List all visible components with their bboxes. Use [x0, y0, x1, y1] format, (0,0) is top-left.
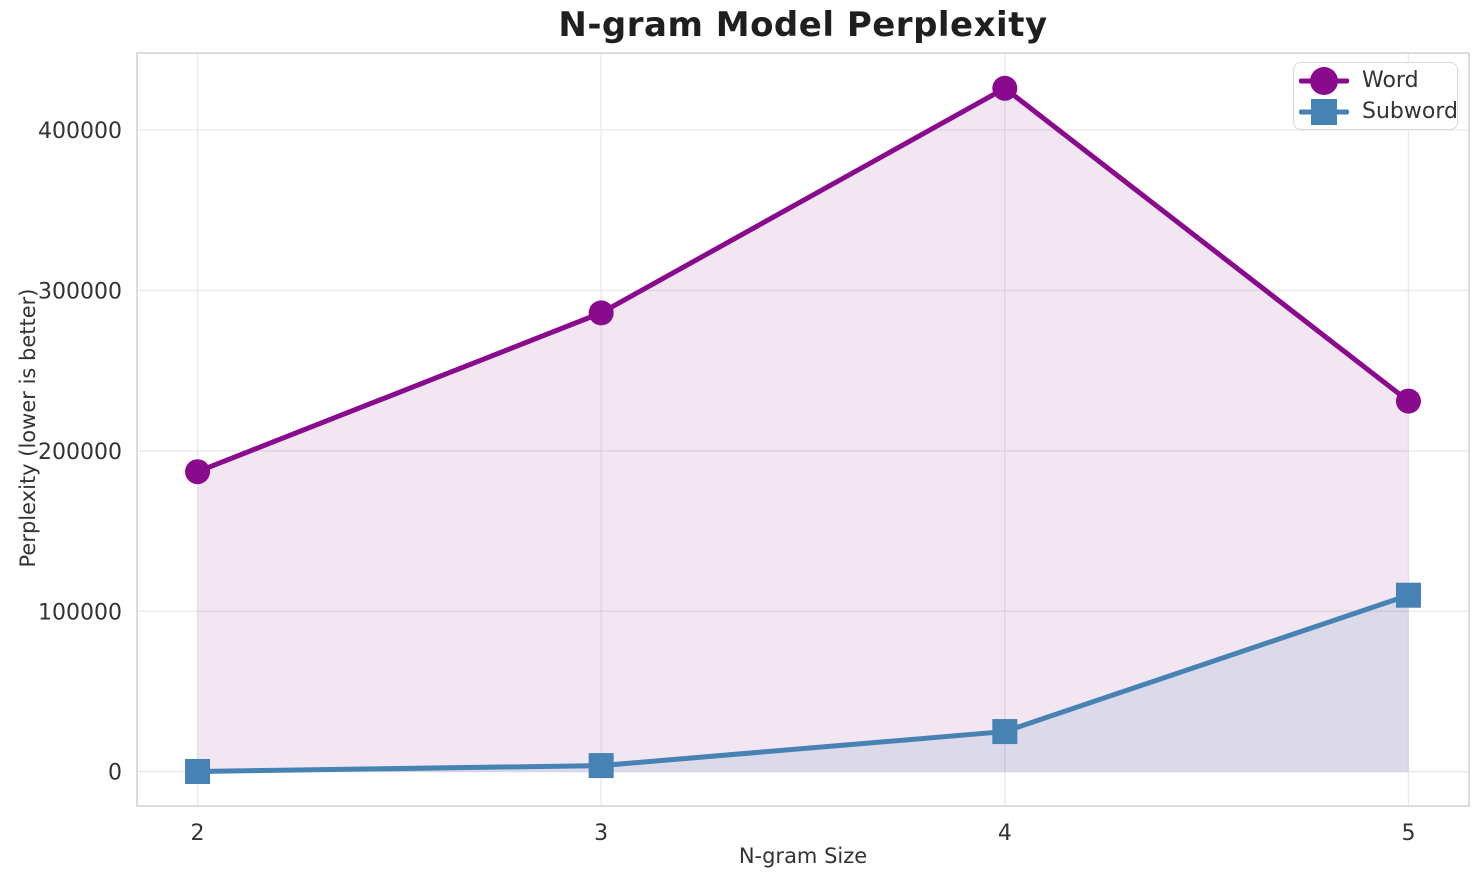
y-tick-label: 400000: [38, 119, 122, 144]
legend-item-word: Word: [1299, 65, 1453, 96]
word-line: [195, 85, 1411, 475]
legend-label-word: Word: [1362, 68, 1419, 93]
plot-border: [136, 52, 1470, 807]
x-tick-label: 3: [594, 821, 608, 846]
word-point-5: [1395, 388, 1421, 414]
chart-title: N-gram Model Perplexity: [558, 5, 1048, 45]
word-point-3: [588, 300, 614, 326]
y-tick-label: 0: [108, 761, 122, 786]
x-tick-label: 5: [1401, 821, 1415, 846]
subword-point-4: [992, 719, 1018, 745]
y-tick-label: 100000: [38, 600, 122, 625]
word-point-2: [185, 459, 211, 485]
word-point-4: [992, 75, 1018, 101]
word-legend-marker-icon: [1299, 66, 1349, 95]
subword-point-3: [588, 753, 614, 779]
subword-line: [195, 592, 1411, 775]
word-area-fill: [197, 88, 1409, 772]
legend: Word Subword: [1293, 62, 1458, 130]
y-axis-label: Perplexity (lower is better): [16, 288, 40, 568]
subword-point-2: [185, 759, 211, 785]
legend-label-subword: Subword: [1362, 99, 1458, 124]
legend-item-subword: Subword: [1299, 96, 1458, 127]
x-tick-label: 2: [191, 821, 205, 846]
y-tick-label: 200000: [38, 440, 122, 465]
y-tick-label: 300000: [38, 279, 122, 304]
x-tick-label: 4: [998, 821, 1012, 846]
subword-point-5: [1395, 582, 1421, 608]
subword-legend-marker-icon: [1299, 98, 1349, 125]
subword-area-fill: [197, 595, 1409, 772]
x-axis-label: N-gram Size: [738, 844, 868, 868]
